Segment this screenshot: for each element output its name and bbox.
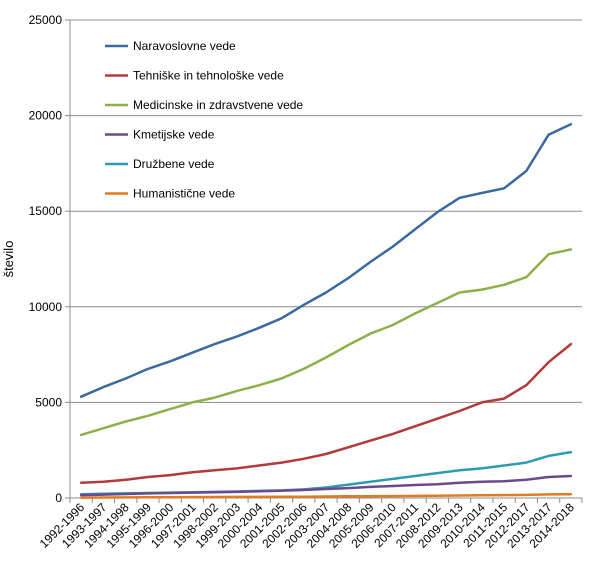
gridlines	[70, 19, 582, 403]
legend-label: Kmetijske vede	[133, 128, 215, 142]
legend-label: Naravoslovne vede	[133, 39, 236, 53]
series-line	[79, 474, 573, 497]
legend: Naravoslovne vede Tehniške in tehnološke …	[105, 39, 303, 201]
y-tick-label: 0	[55, 491, 62, 505]
y-axis-ticks: 0 5000 10000 15000 20000 25000	[29, 13, 70, 505]
y-tick-label: 5000	[35, 395, 62, 409]
axes	[69, 20, 582, 499]
series-lines	[79, 122, 573, 499]
y-tick-label: 15000	[29, 204, 63, 218]
y-tick-label: 10000	[29, 300, 63, 314]
legend-label: Medicinske in zdravstvene vede	[133, 98, 303, 112]
series-line	[79, 248, 573, 437]
series-line	[79, 122, 573, 398]
legend-label: Humanistične vede	[133, 187, 235, 201]
y-tick-label: 25000	[29, 13, 63, 27]
y-axis-label: število	[1, 241, 16, 278]
y-tick-label: 20000	[29, 109, 63, 123]
series-line	[79, 342, 573, 484]
legend-label: Družbene vede	[133, 157, 215, 171]
legend-label: Tehniške in tehnološke vede	[133, 69, 284, 83]
x-axis-ticks: 1992-19961993-19971994-19981995-19991996…	[37, 498, 583, 551]
series-line	[79, 492, 573, 499]
